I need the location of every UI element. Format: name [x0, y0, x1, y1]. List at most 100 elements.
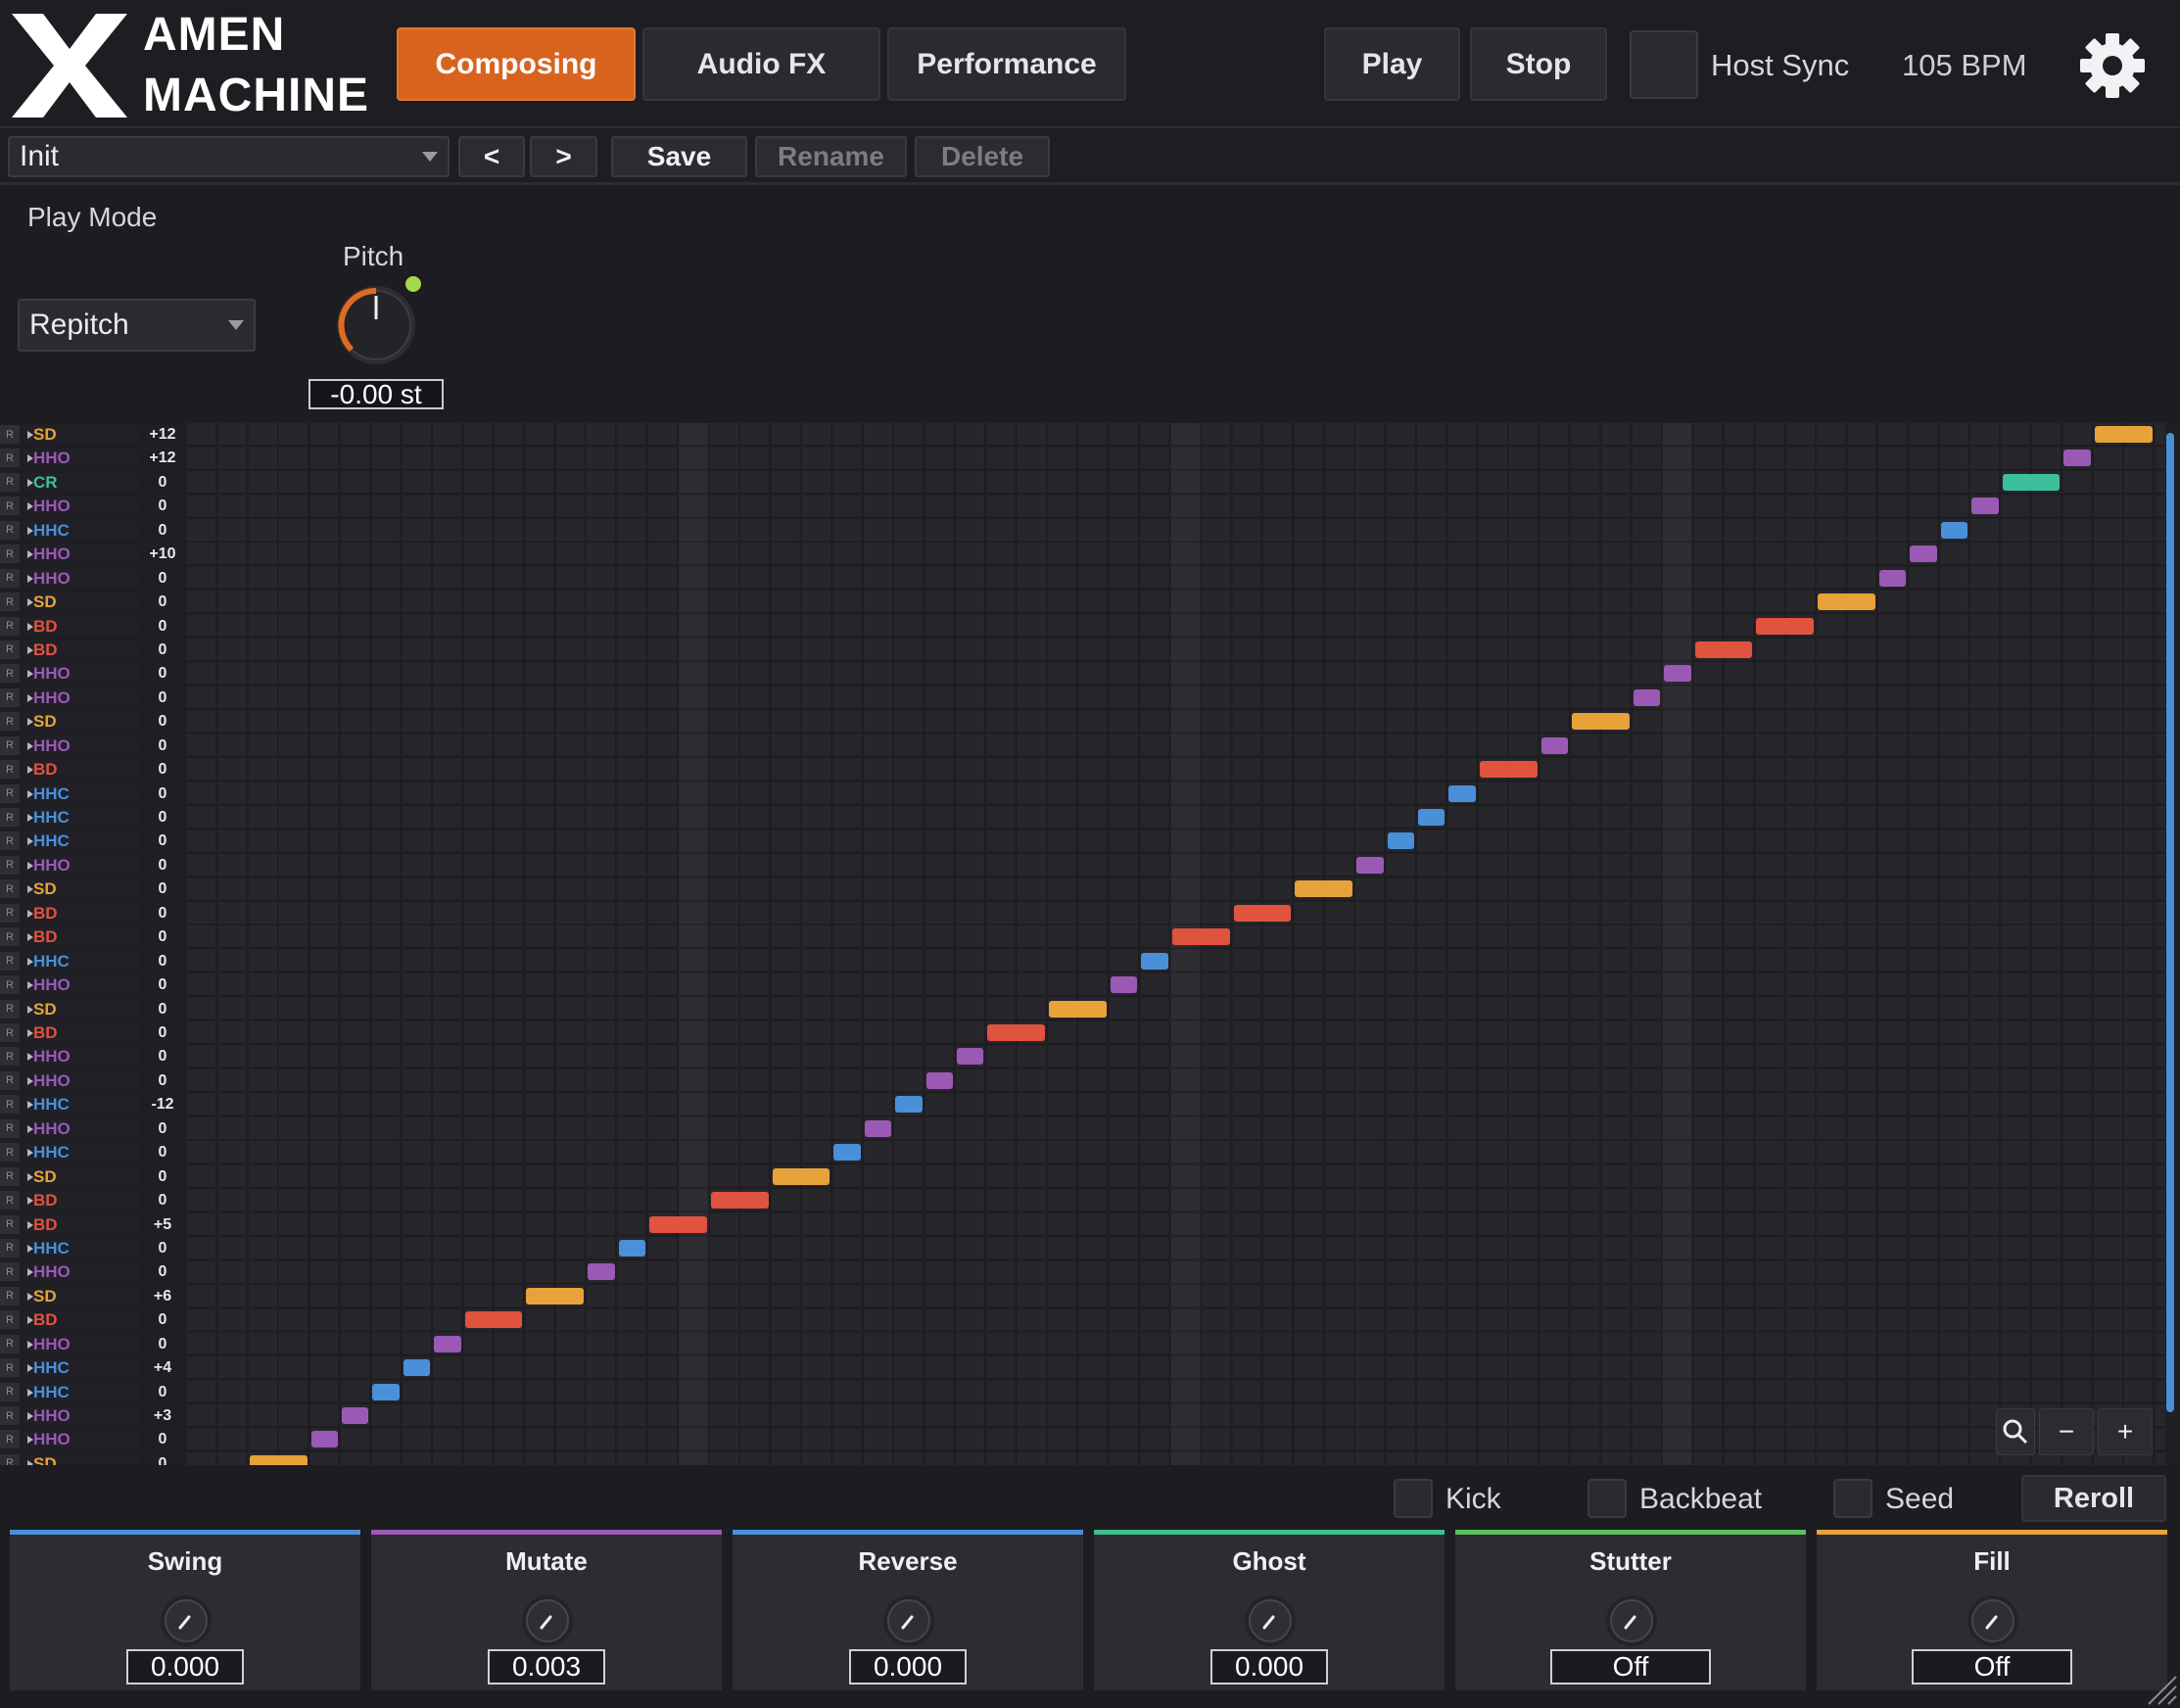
slice-name[interactable]: HHO: [24, 568, 139, 588]
reverse-toggle[interactable]: R: [0, 975, 20, 995]
note-bd[interactable]: [1233, 904, 1292, 922]
reverse-toggle[interactable]: R: [0, 472, 20, 492]
reverse-toggle[interactable]: R: [0, 568, 20, 588]
slice-pitch-value[interactable]: 0: [158, 856, 167, 874]
reverse-toggle[interactable]: R: [0, 545, 20, 564]
reverse-toggle[interactable]: R: [0, 616, 20, 636]
play-slice-icon[interactable]: [27, 789, 33, 798]
stutter-value-field[interactable]: Off: [1550, 1649, 1711, 1684]
note-hhc[interactable]: [1387, 832, 1414, 850]
slice-pitch-value[interactable]: 0: [158, 1263, 167, 1281]
play-slice-icon[interactable]: [27, 1364, 33, 1373]
note-hho[interactable]: [434, 1335, 461, 1352]
reverse-toggle[interactable]: R: [0, 1023, 20, 1042]
note-hhc[interactable]: [895, 1096, 923, 1114]
slice-pitch-value[interactable]: 0: [158, 521, 167, 539]
note-hho[interactable]: [1111, 976, 1138, 994]
slice-pitch-value[interactable]: 0: [158, 498, 167, 515]
play-slice-icon[interactable]: [27, 1076, 33, 1085]
note-hho[interactable]: [310, 1431, 338, 1448]
play-slice-icon[interactable]: [27, 837, 33, 846]
reverse-toggle[interactable]: R: [0, 1406, 20, 1426]
play-slice-icon[interactable]: [27, 1197, 33, 1206]
reverse-toggle[interactable]: R: [0, 1214, 20, 1234]
play-slice-icon[interactable]: [27, 478, 33, 487]
play-slice-icon[interactable]: [27, 741, 33, 750]
slice-pitch-value[interactable]: 0: [158, 1024, 167, 1041]
slice-name[interactable]: BD: [24, 616, 139, 636]
slice-name[interactable]: HHC: [24, 1238, 139, 1257]
play-slice-icon[interactable]: [27, 981, 33, 990]
slice-pitch-value[interactable]: 0: [158, 880, 167, 898]
slice-pitch-value[interactable]: 0: [158, 1119, 167, 1137]
seed-checkbox[interactable]: [1833, 1479, 1872, 1518]
reverse-toggle[interactable]: R: [0, 1191, 20, 1210]
slice-pitch-value[interactable]: +12: [149, 450, 176, 467]
reverse-knob[interactable]: [881, 1593, 936, 1653]
slice-name[interactable]: HHO: [24, 975, 139, 995]
slice-name[interactable]: HHO: [24, 1262, 139, 1282]
swing-knob[interactable]: [159, 1593, 213, 1653]
slice-pitch-value[interactable]: 0: [158, 952, 167, 970]
pitch-knob[interactable]: [329, 276, 427, 374]
note-sd[interactable]: [1049, 1000, 1107, 1018]
note-hho[interactable]: [1633, 688, 1661, 706]
slice-name[interactable]: HHO: [24, 1406, 139, 1426]
note-bd[interactable]: [1171, 928, 1230, 946]
play-slice-icon[interactable]: [27, 574, 33, 583]
reverse-toggle[interactable]: R: [0, 1166, 20, 1186]
slice-pitch-value[interactable]: 0: [158, 1383, 167, 1400]
note-hho[interactable]: [2063, 450, 2091, 467]
play-slice-icon[interactable]: [27, 1436, 33, 1445]
slice-pitch-value[interactable]: 0: [158, 928, 167, 946]
slice-pitch-value[interactable]: +10: [149, 546, 176, 563]
tab-composing[interactable]: Composing: [397, 27, 636, 101]
play-slice-icon[interactable]: [27, 957, 33, 966]
note-hhc[interactable]: [1940, 521, 1968, 539]
slice-pitch-value[interactable]: 0: [158, 473, 167, 491]
preset-select[interactable]: Init: [8, 136, 450, 177]
slice-name[interactable]: HHC: [24, 1358, 139, 1378]
reverse-toggle[interactable]: R: [0, 808, 20, 828]
play-slice-icon[interactable]: [27, 1053, 33, 1062]
play-slice-icon[interactable]: [27, 1340, 33, 1349]
note-hho[interactable]: [957, 1048, 984, 1066]
play-slice-icon[interactable]: [27, 1029, 33, 1037]
slice-pitch-value[interactable]: 0: [158, 784, 167, 802]
reverse-toggle[interactable]: R: [0, 1118, 20, 1138]
reverse-toggle[interactable]: R: [0, 497, 20, 516]
note-bd[interactable]: [1756, 617, 1815, 635]
slice-name[interactable]: HHO: [24, 735, 139, 755]
slice-name[interactable]: BD: [24, 640, 139, 659]
slice-name[interactable]: BD: [24, 1191, 139, 1210]
tab-performance[interactable]: Performance: [887, 27, 1126, 101]
delete-button[interactable]: Delete: [915, 136, 1050, 177]
note-hho[interactable]: [1971, 498, 1999, 515]
slice-pitch-value[interactable]: +5: [153, 1215, 172, 1233]
slice-name[interactable]: SD: [24, 999, 139, 1019]
play-slice-icon[interactable]: [27, 622, 33, 631]
slice-pitch-value[interactable]: 0: [158, 1454, 167, 1472]
slice-pitch-value[interactable]: 0: [158, 713, 167, 731]
play-slice-icon[interactable]: [27, 670, 33, 679]
reverse-value-field[interactable]: 0.000: [849, 1649, 967, 1684]
reverse-toggle[interactable]: R: [0, 735, 20, 755]
play-slice-icon[interactable]: [27, 933, 33, 942]
play-slice-icon[interactable]: [27, 1005, 33, 1014]
reverse-toggle[interactable]: R: [0, 1047, 20, 1067]
note-sd[interactable]: [1572, 713, 1630, 731]
reverse-toggle[interactable]: R: [0, 1238, 20, 1257]
play-slice-icon[interactable]: [27, 1220, 33, 1229]
slice-name[interactable]: SD: [24, 593, 139, 612]
play-slice-icon[interactable]: [27, 1388, 33, 1397]
slice-name[interactable]: SD: [24, 712, 139, 732]
reverse-toggle[interactable]: R: [0, 999, 20, 1019]
slice-pitch-value[interactable]: 0: [158, 832, 167, 850]
slice-pitch-value[interactable]: 0: [158, 1167, 167, 1185]
play-button[interactable]: Play: [1324, 27, 1460, 101]
vertical-scrollbar[interactable]: [2166, 433, 2174, 1412]
note-sd[interactable]: [2094, 426, 2153, 443]
slice-pitch-value[interactable]: 0: [158, 1000, 167, 1018]
slice-pitch-value[interactable]: +4: [153, 1359, 172, 1377]
reverse-toggle[interactable]: R: [0, 1095, 20, 1115]
